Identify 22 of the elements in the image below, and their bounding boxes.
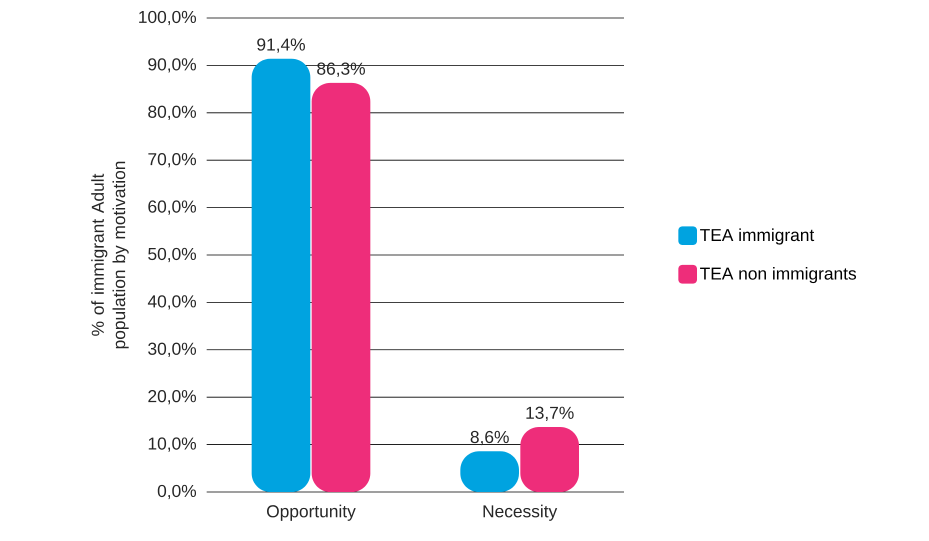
y-tick-label: 60,0% bbox=[148, 200, 196, 215]
y-tick-label: 90,0% bbox=[148, 58, 196, 73]
y-tick-label: 30,0% bbox=[148, 342, 196, 357]
y-tick-label: 100,0% bbox=[139, 10, 196, 26]
bar bbox=[252, 58, 310, 492]
y-tick-label: 40,0% bbox=[148, 295, 196, 310]
y-tick-label: 10,0% bbox=[148, 437, 196, 452]
y-tick-label: 50,0% bbox=[148, 248, 196, 262]
legend-label: TEA immigrant bbox=[700, 228, 814, 245]
y-tick-label: 70,0% bbox=[148, 153, 196, 168]
x-tick-label: Necessity bbox=[484, 504, 558, 521]
y-tick-label: 80,0% bbox=[148, 106, 196, 120]
bar bbox=[312, 82, 370, 492]
data-label: 8,6% bbox=[470, 430, 509, 446]
y-tick-label: 0,0% bbox=[158, 484, 196, 500]
data-label: 91,4% bbox=[257, 38, 305, 53]
data-label: 13,7% bbox=[526, 406, 574, 422]
y-axis-title: % of immigrant Adult population by motivation bbox=[91, 162, 129, 348]
legend-label: TEA non immigrants bbox=[700, 266, 856, 284]
x-tick-label: Opportunity bbox=[267, 504, 356, 521]
data-label: 86,3% bbox=[317, 62, 365, 77]
y-tick-label: 20,0% bbox=[148, 390, 196, 404]
